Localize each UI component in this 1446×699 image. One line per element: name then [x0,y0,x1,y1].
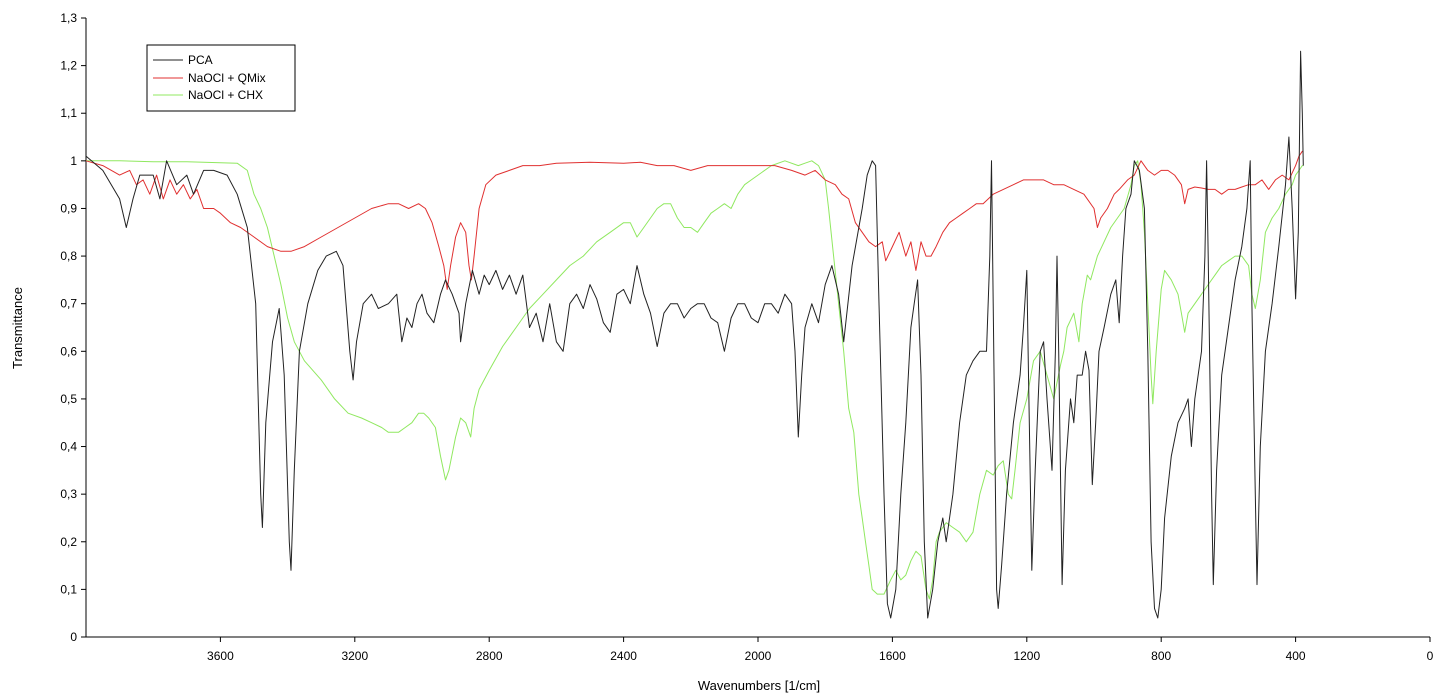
x-tick-label: 2000 [745,649,772,663]
x-tick-label: 1600 [879,649,906,663]
y-tick-label: 1 [70,154,77,168]
y-tick-label: 0,4 [60,440,77,454]
legend-label-qmix: NaOCl + QMix [188,71,266,85]
y-tick-label: 0,9 [60,201,77,215]
x-tick-label: 400 [1286,649,1306,663]
series-layer [85,50,1304,619]
y-tick-label: 0,5 [60,392,77,406]
x-tick-label: 2800 [476,649,503,663]
x-tick-label: 800 [1151,649,1171,663]
series-line-naocl-qmix [85,150,1304,290]
y-tick-label: 1,2 [60,59,77,73]
y-axis-label: Transmittance [10,287,25,369]
y-tick-label: 0,1 [60,582,77,596]
y-tick-label: 0 [70,630,77,644]
x-tick-label: 2400 [610,649,637,663]
legend: PCA NaOCl + QMix NaOCl + CHX [146,44,296,112]
y-tick-label: 1,1 [60,106,77,120]
y-tick-label: 0,7 [60,297,77,311]
series-line-pca [85,50,1304,619]
y-tick-label: 0,3 [60,487,77,501]
axes: 0 0,1 0,2 0,3 0,4 0,5 0,6 0,7 0,8 0,9 1 1,1 1,2 1,3 36… [60,11,1433,663]
y-tick-label: 0,8 [60,249,77,263]
x-tick-label: 1200 [1013,649,1040,663]
y-tick-label: 1,3 [60,11,77,25]
legend-label-pca: PCA [188,53,213,67]
legend-label-chx: NaOCl + CHX [188,88,263,102]
x-tick-label: 3600 [207,649,234,663]
x-tick-label: 3200 [341,649,368,663]
y-tick-label: 0,2 [60,535,77,549]
x-tick-label: 0 [1427,649,1434,663]
series-line-naocl-chx [86,160,1304,600]
x-axis-label: Wavenumbers [1/cm] [698,678,820,693]
y-tick-label: 0,6 [60,344,77,358]
